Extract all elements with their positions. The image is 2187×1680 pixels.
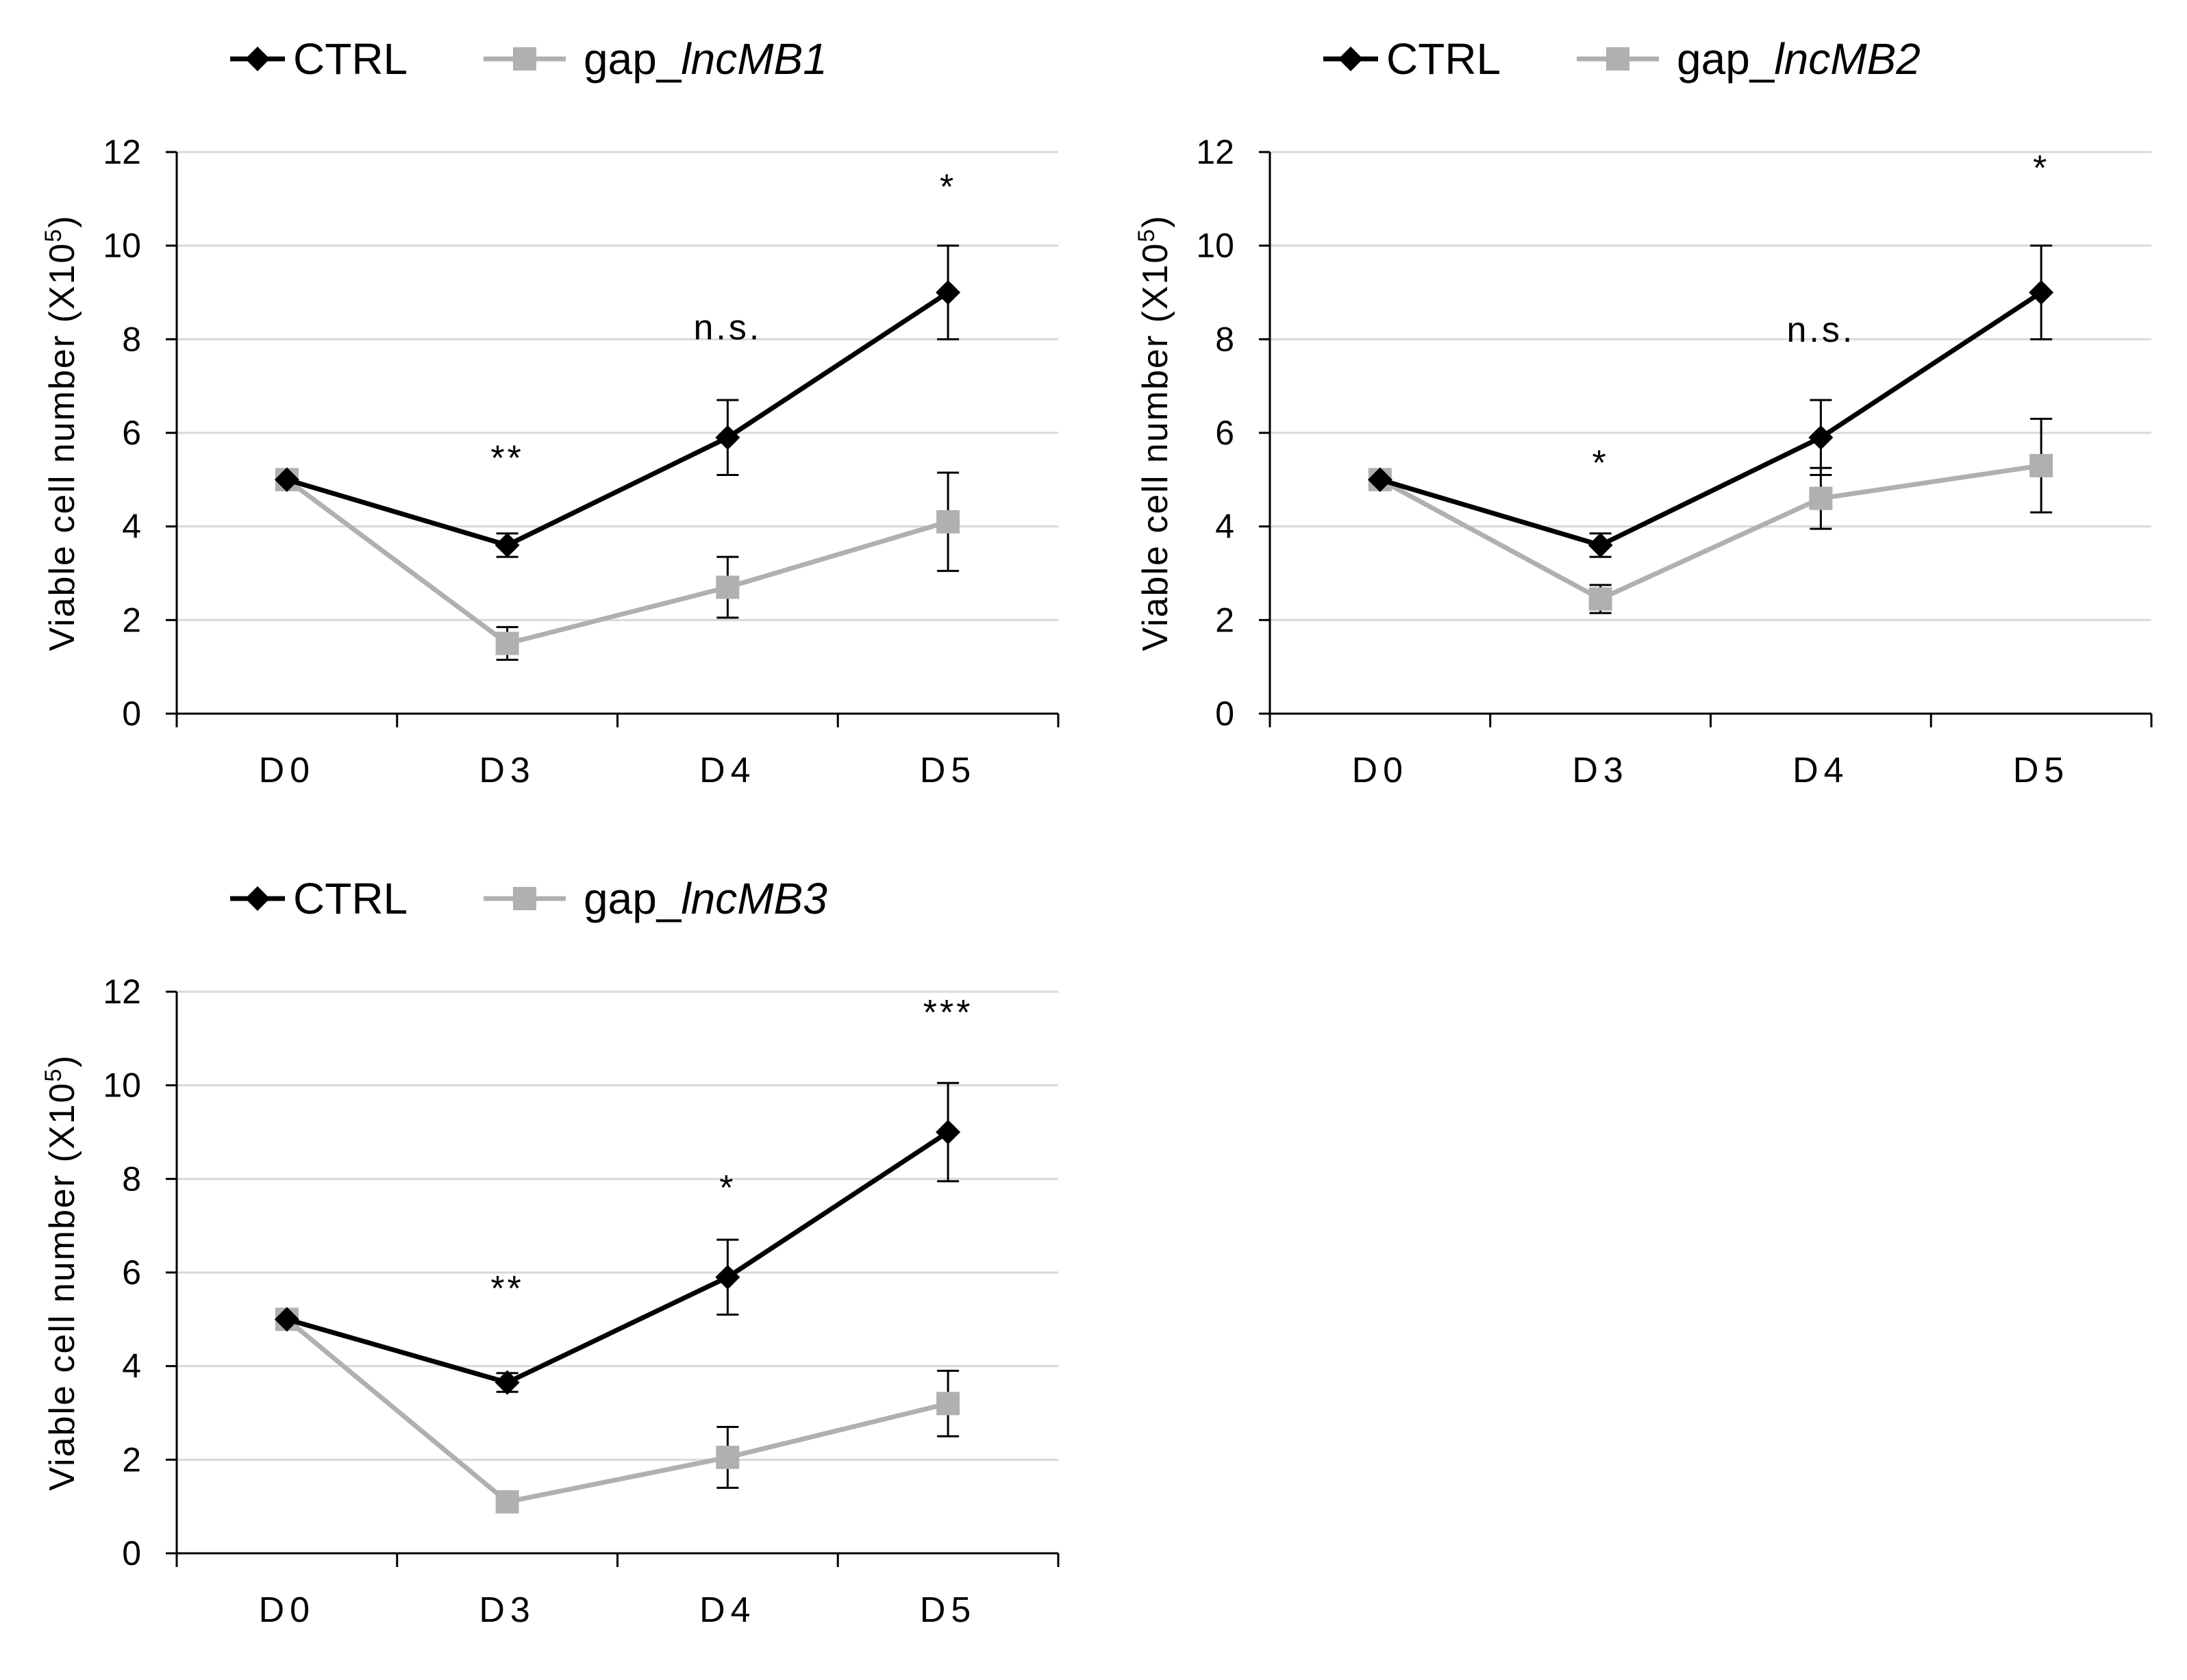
legend-ctrl-marker [245,47,270,71]
gap-point [495,631,519,655]
y-tick-label: 4 [1215,507,1234,546]
series-gap [275,1307,960,1514]
gap-line [1379,463,2042,602]
y-tick-label: 6 [1215,414,1234,452]
gap-point [1809,486,1833,510]
ctrl-point [1808,425,1834,450]
ctrl-line [286,1130,950,1386]
legend-ctrl-marker [245,886,270,911]
significance-label: * [940,167,956,207]
significance-label: ** [490,1269,523,1309]
ctrl-point [715,425,740,450]
y-tick-label: 4 [122,507,141,546]
ctrl-point [495,1370,520,1395]
y-axis-label: Viable cell number (X105) [40,214,82,651]
y-tick-label: 6 [122,1253,141,1292]
y-tick-label: 2 [122,1440,141,1479]
x-tick-label: D4 [1792,751,1849,790]
gap-point [936,510,960,534]
y-axis-label: Viable cell number (X105) [1134,214,1175,651]
legend-gap-label: gap_lncMB3 [584,874,827,923]
y-tick-label: 4 [122,1347,141,1386]
y-axis-label: Viable cell number (X105) [40,1054,82,1490]
chart-panel-lncmb2: 0 2 4 6 8 10 12 D0 D3 D4 D5 Viable cell number (X10… [1093,0,2187,840]
significance-label: * [1592,444,1609,484]
gap-point [2029,453,2053,477]
y-tick-label: 10 [103,1066,141,1105]
ctrl-point [1367,467,1392,492]
series-ctrl [274,245,961,558]
legend-gap-marker [1606,47,1629,71]
ctrl-point [274,467,299,492]
ctrl-point [936,280,961,305]
gap-line [285,477,949,646]
y-tick-label: 12 [103,973,141,1011]
x-tick-label: D5 [920,1590,976,1630]
series-gap [275,468,960,661]
series-ctrl [1367,245,2054,558]
ctrl-point [1588,533,1613,557]
ctrl-point [715,1264,740,1290]
y-tick-label: 8 [122,320,141,358]
x-tick-label: D5 [920,751,976,790]
ctrl-line [1379,290,2043,548]
x-tick-label: D0 [259,751,315,790]
significance-label: ** [490,439,523,479]
gap-point [716,1445,740,1469]
chart-svg-lncmb2: 0 2 4 6 8 10 12 D0 D3 D4 D5 Viable cell number (X10… [1134,34,2153,790]
ctrl-point [495,533,520,557]
x-tick-label: D5 [2013,751,2069,790]
y-tick-label: 0 [1215,694,1234,733]
legend: CTRL gap_lncMB1 [230,34,827,84]
legend-ctrl-label: CTRL [293,874,408,923]
legend: CTRL gap_lncMB2 [1323,34,1921,84]
ctrl-line [286,290,950,548]
significance-label: *** [923,993,973,1033]
series-gap [1368,418,2053,614]
ctrl-point [936,1120,961,1144]
legend: CTRL gap_lncMB3 [230,874,827,923]
y-tick-label: 0 [122,1534,141,1572]
y-tick-label: 8 [122,1159,141,1198]
legend-gap-marker [513,47,536,71]
gap-point [936,1392,960,1416]
y-tick-label: 8 [1215,320,1234,358]
legend-gap-label: gap_lncMB1 [584,34,827,84]
chart-svg-lncmb1: 0 2 4 6 8 10 12 D0 D3 D4 D5 Viable cell number (X10… [40,34,1060,790]
x-tick-label: D4 [699,751,755,790]
legend-ctrl-label: CTRL [1386,34,1501,84]
x-tick-label: D3 [479,1590,535,1630]
x-tick-label: D4 [699,1590,755,1630]
gap-point [495,1490,519,1514]
gap-line [285,1317,949,1505]
chart-panel-lncmb3: 0 2 4 6 8 10 12 D0 D3 D4 D5 Viable cell number (X10… [0,840,1093,1680]
significance-label: n.s. [693,308,762,347]
legend-gap-label: gap_lncMB2 [1677,34,1921,84]
x-tick-label: D3 [479,751,535,790]
chart-svg-lncmb3: 0 2 4 6 8 10 12 D0 D3 D4 D5 Viable cell number (X10… [40,874,1060,1630]
x-tick-label: D0 [1352,751,1408,790]
y-tick-label: 10 [103,227,141,265]
y-tick-label: 10 [1196,227,1234,265]
y-tick-label: 2 [1215,601,1234,639]
y-tick-label: 12 [1196,133,1234,171]
series-ctrl [274,1081,961,1395]
gap-point [716,575,740,599]
ctrl-point [2029,280,2054,305]
y-tick-label: 12 [103,133,141,171]
significance-label: * [2033,149,2049,188]
legend-ctrl-label: CTRL [293,34,408,84]
x-tick-label: D0 [259,1590,315,1630]
legend-gap-marker [513,887,536,910]
y-tick-label: 0 [122,694,141,733]
x-tick-label: D3 [1572,751,1628,790]
y-tick-label: 6 [122,414,141,452]
chart-panel-lncmb1: 0 2 4 6 8 10 12 D0 D3 D4 D5 Viable cell number (X10… [0,0,1093,840]
legend-ctrl-marker [1338,47,1363,71]
significance-label: * [719,1168,736,1208]
significance-label: n.s. [1786,310,1855,350]
y-tick-label: 2 [122,601,141,639]
ctrl-point [274,1307,299,1332]
gap-point [1588,587,1612,611]
